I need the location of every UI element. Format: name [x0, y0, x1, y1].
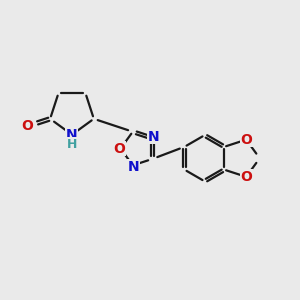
Text: O: O: [21, 119, 33, 133]
Text: O: O: [240, 133, 252, 147]
Text: N: N: [128, 160, 140, 174]
Text: O: O: [113, 142, 125, 155]
Text: O: O: [240, 170, 252, 184]
Text: N: N: [66, 128, 78, 142]
Text: N: N: [148, 130, 159, 144]
Text: H: H: [67, 138, 77, 151]
